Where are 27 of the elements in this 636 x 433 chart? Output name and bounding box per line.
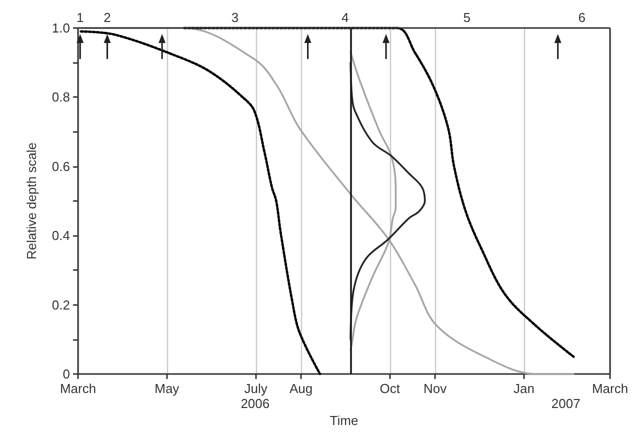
x-tick-label: July [244, 381, 268, 396]
line-series [350, 51, 397, 351]
x-tick-label: Aug [289, 381, 313, 396]
text: 6 [578, 10, 586, 25]
x-tick-label: March [60, 381, 96, 396]
x-tick-label: Nov [424, 381, 448, 396]
y-axis-title: Relative depth scale [24, 142, 39, 260]
y-tick-label: 0 [62, 366, 70, 382]
y-tick-label: 0.6 [52, 158, 70, 174]
x-tick-label: May [154, 381, 180, 396]
text: 5 [463, 10, 471, 25]
y-tick-label: 0.2 [52, 297, 70, 312]
x-tick-label: March [592, 381, 628, 396]
x-tick-label: Oct [380, 381, 400, 396]
text: 4 [341, 10, 349, 25]
text: 2 [104, 10, 111, 25]
y-tick-label: 1.0 [52, 20, 70, 36]
text: 2006 [240, 396, 270, 411]
text: 1 [76, 10, 84, 25]
line-series [80, 30, 322, 376]
line-series [183, 26, 575, 358]
text: 2007 [551, 396, 580, 411]
text: 3 [231, 10, 239, 25]
y-tick-label: 0.4 [52, 228, 70, 244]
x-tick-label: Jan [514, 381, 534, 396]
x-axis-title: Time [330, 413, 358, 428]
y-tick-label: 0.8 [52, 90, 70, 105]
